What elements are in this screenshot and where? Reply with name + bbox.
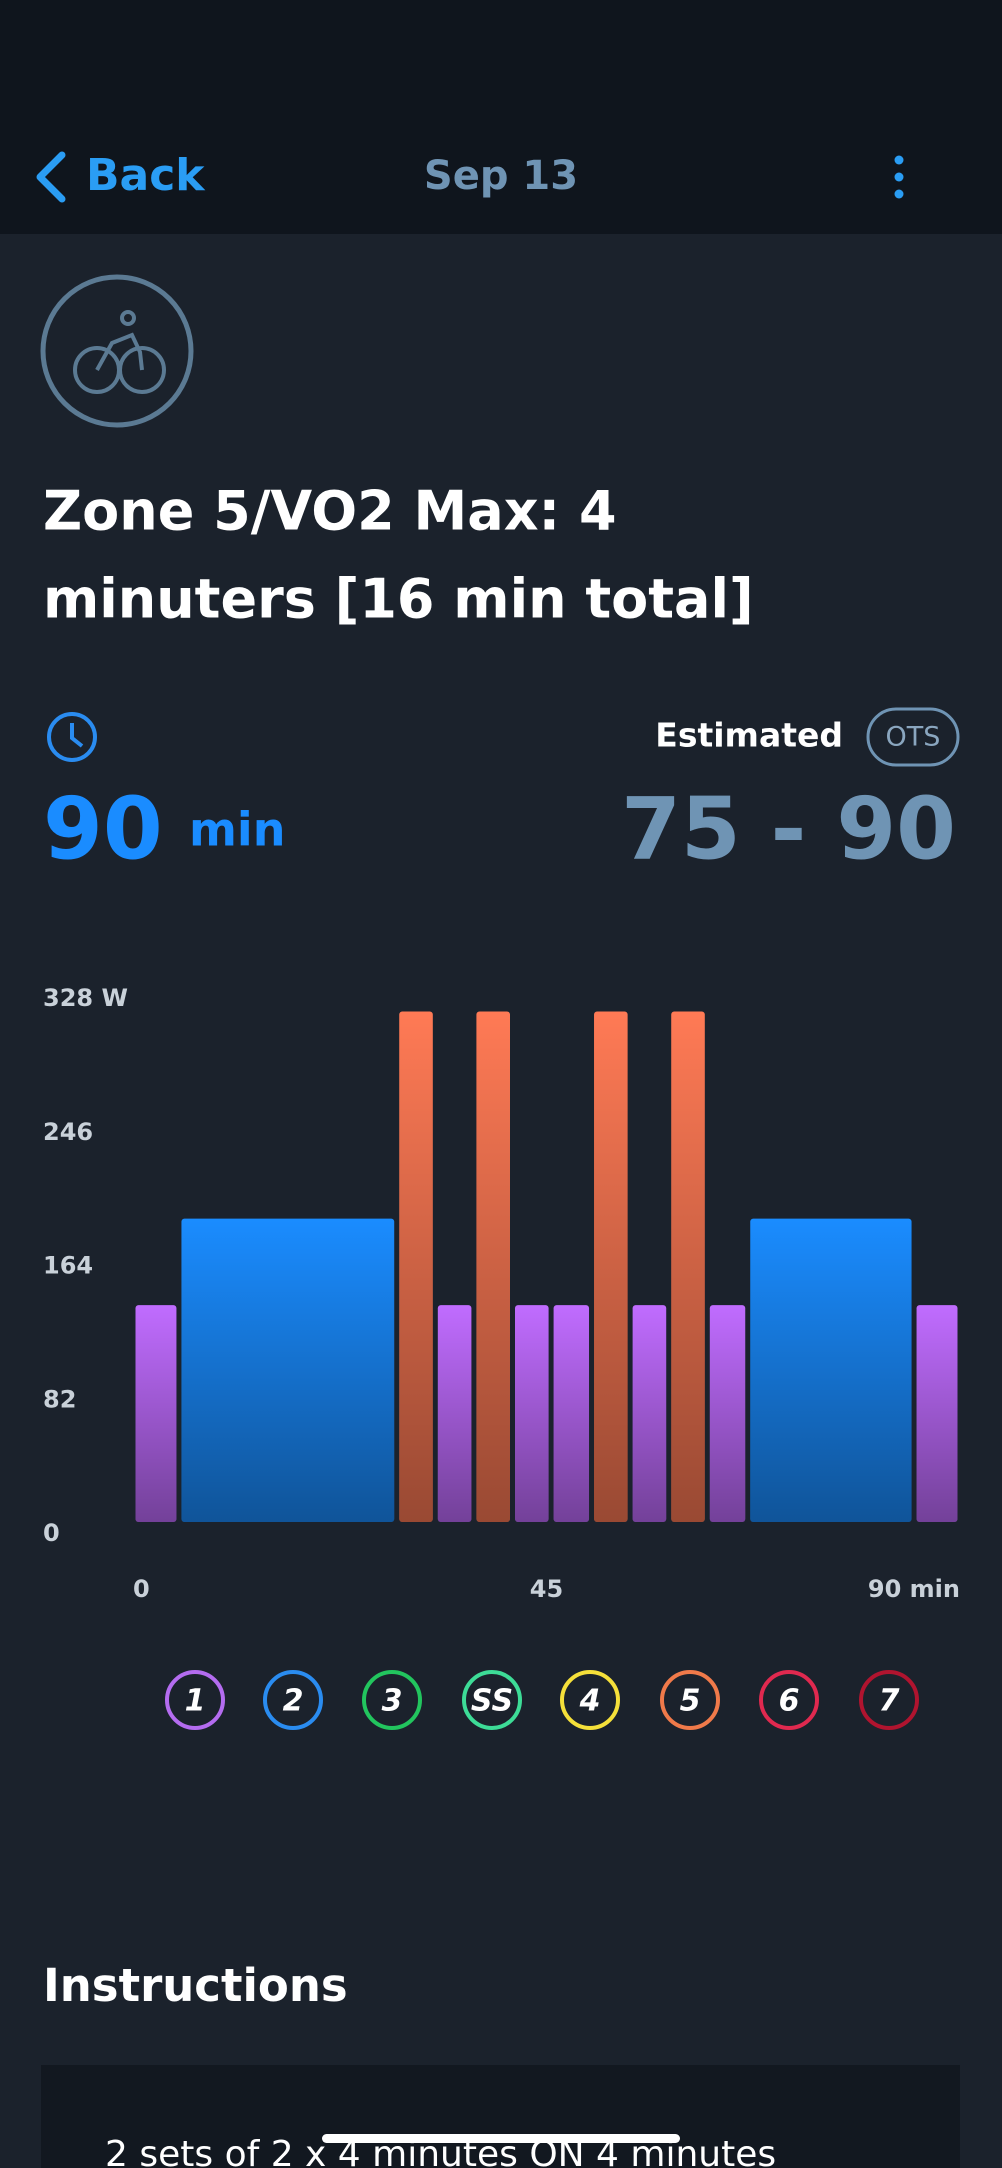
- duration-unit: min: [189, 803, 285, 857]
- ots-badge: [866, 707, 960, 767]
- menu-dot: [894, 172, 904, 182]
- clock-hands: [70, 723, 84, 748]
- bar-shade: [750, 1218, 912, 1522]
- bar-shade: [709, 1305, 746, 1522]
- back-label[interactable]: Back: [86, 150, 206, 201]
- zone-chip: 6: [759, 1670, 819, 1730]
- zone-label: 4: [579, 1684, 601, 1719]
- duration-value: 90: [43, 779, 163, 879]
- zone-ring: [263, 1670, 323, 1730]
- zone-label: 1: [185, 1684, 206, 1719]
- menu-dot: [894, 155, 904, 165]
- zone-label: 5: [680, 1684, 701, 1719]
- clock-icon: [47, 712, 97, 762]
- home-indicator: [322, 2134, 680, 2143]
- bar-shade: [437, 1305, 472, 1522]
- date: Sep 13: [424, 153, 578, 199]
- bar-shade: [476, 1011, 511, 1522]
- estimated-range: 75 - 90: [621, 779, 956, 879]
- ots-label: OTS: [886, 722, 941, 753]
- back-button[interactable]: Back: [36, 150, 206, 203]
- zone-ring: [759, 1670, 819, 1730]
- zone-label: 7: [879, 1684, 900, 1719]
- bike-icon: [40, 274, 194, 428]
- bar-shade: [135, 1305, 177, 1522]
- zone-ring: [165, 1670, 225, 1730]
- y-tick-label: 328 W: [43, 984, 128, 1012]
- top-bar: [0, 0, 1002, 234]
- workout-title: Zone 5/VO2 Max: 4: [43, 480, 617, 543]
- bar-shade: [181, 1218, 395, 1522]
- back-chevron: [36, 151, 66, 203]
- zone-chip: 5: [660, 1670, 720, 1730]
- bar-shade: [515, 1305, 549, 1522]
- rider-head: [120, 310, 136, 326]
- bar-shade: [632, 1305, 667, 1522]
- bar-shade: [916, 1305, 958, 1522]
- bar-shade: [671, 1011, 705, 1522]
- bar-shade: [399, 1011, 433, 1522]
- zone-ring: [660, 1670, 720, 1730]
- estimated-label: Estimated: [655, 716, 843, 755]
- chart: 0 82 164 246 328 W 0 45 90 min: [43, 984, 960, 1603]
- frame: [95, 332, 144, 371]
- bar-shade: [594, 1011, 628, 1522]
- wheel: [118, 346, 166, 394]
- zone-chip: 4: [560, 1670, 620, 1730]
- menu-dot: [894, 189, 904, 199]
- zone-ring: [362, 1670, 422, 1730]
- zone-chip: 1: [165, 1670, 225, 1730]
- instructions-heading: Instructions: [43, 1959, 348, 2012]
- x-tick-label: 90 min: [868, 1575, 960, 1603]
- zone-chip: 3: [362, 1670, 422, 1730]
- clock-face: [47, 712, 97, 762]
- y-tick-label: 82: [43, 1385, 76, 1413]
- y-tick-label: 164: [43, 1252, 93, 1280]
- icon-ring: [40, 274, 194, 428]
- workout-title: minuters [16 min total]: [43, 568, 754, 631]
- x-tick-label: 45: [530, 1575, 563, 1603]
- zone-ring: [462, 1670, 522, 1730]
- zone-ring: [560, 1670, 620, 1730]
- zone-chip: 2: [263, 1670, 323, 1730]
- x-tick-label: 0: [133, 1575, 150, 1603]
- zone-label: 2: [283, 1684, 304, 1719]
- y-tick-label: 246: [43, 1118, 93, 1146]
- zone-ring: [859, 1670, 919, 1730]
- zone-label: SS: [471, 1684, 513, 1719]
- bar-shade: [553, 1305, 590, 1522]
- instructions-box: [41, 2065, 960, 2168]
- y-tick-label: 0: [43, 1519, 60, 1547]
- more-menu[interactable]: [894, 155, 904, 199]
- zone-label: 3: [382, 1684, 403, 1719]
- zone-label: 6: [779, 1684, 800, 1719]
- zone-chip: 7: [859, 1670, 919, 1730]
- zone-chip: SS: [462, 1670, 522, 1730]
